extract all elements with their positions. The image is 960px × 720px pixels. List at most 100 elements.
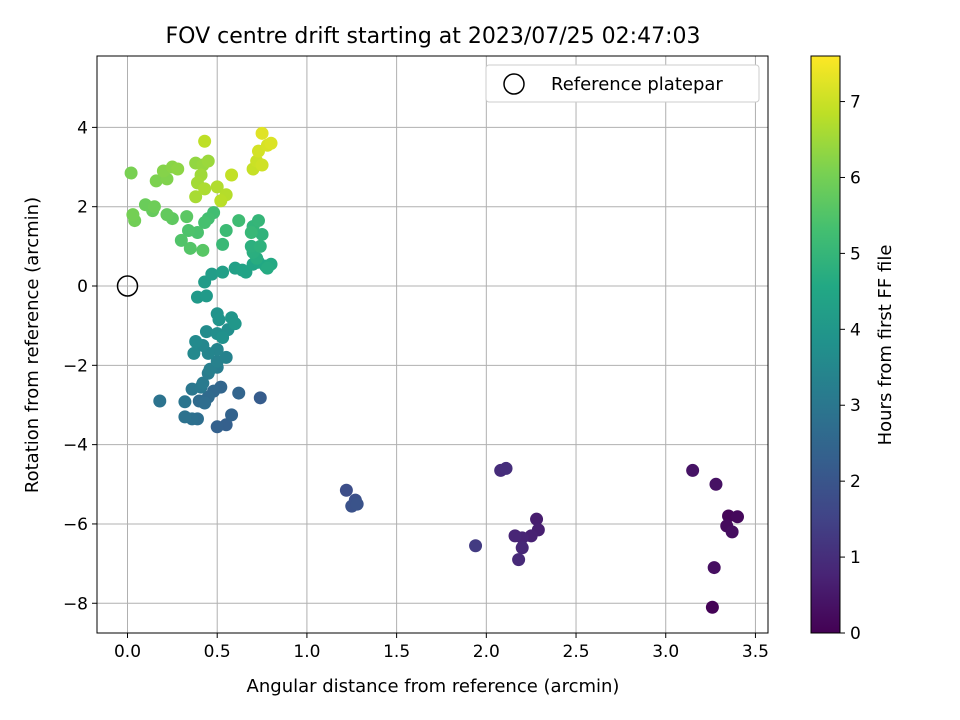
data-point <box>225 168 239 182</box>
colorbar-tick-label: 3 <box>850 396 861 416</box>
y-tick-label: 4 <box>77 118 88 138</box>
data-point <box>199 325 213 339</box>
data-point <box>705 600 719 614</box>
data-point <box>232 214 246 228</box>
data-point <box>255 126 269 140</box>
data-point <box>260 261 274 275</box>
data-point <box>725 525 739 539</box>
data-point <box>183 241 197 255</box>
data-point <box>253 391 267 405</box>
data-point <box>216 265 230 279</box>
data-point <box>126 208 140 222</box>
grid <box>97 56 768 633</box>
data-point <box>232 386 246 400</box>
data-point <box>210 180 224 194</box>
data-point <box>244 239 258 253</box>
legend-box <box>485 64 760 103</box>
x-tick-label: 1.5 <box>383 642 410 662</box>
data-point <box>174 233 188 247</box>
data-point <box>219 350 233 364</box>
data-point <box>149 174 163 188</box>
data-point <box>216 331 230 345</box>
legend: Reference platepar <box>485 64 760 103</box>
data-point <box>201 154 215 168</box>
data-point <box>530 512 544 526</box>
y-tick-label: −6 <box>63 515 88 535</box>
data-point <box>251 214 265 228</box>
x-axis-label: Angular distance from reference (arcmin) <box>247 676 620 697</box>
y-axis-ticks: −8 −6 −4 −2 0 2 4 <box>63 118 97 614</box>
data-point <box>187 346 201 360</box>
y-tick-label: 0 <box>77 277 88 297</box>
x-tick-label: 0.5 <box>204 642 231 662</box>
data-point <box>512 553 526 567</box>
data-point <box>196 243 210 257</box>
data-point <box>178 410 192 424</box>
data-point <box>212 313 226 327</box>
colorbar-tick-label: 7 <box>850 93 861 113</box>
y-axis-label: Rotation from reference (arcmin) <box>22 197 43 493</box>
x-axis-ticks: 0.0 0.5 1.0 1.5 2.0 2.5 3.0 3.5 <box>114 633 769 662</box>
data-point <box>350 497 364 511</box>
data-point <box>225 408 239 422</box>
data-point <box>198 182 212 196</box>
data-points <box>124 126 744 614</box>
chart-title: FOV centre drift starting at 2023/07/25 … <box>166 24 701 49</box>
data-point <box>255 227 269 241</box>
data-point <box>339 483 353 497</box>
legend-entry-label: Reference platepar <box>551 74 723 95</box>
reference-platepar-marker <box>116 275 139 297</box>
data-point <box>216 237 230 251</box>
colorbar-tick-label: 5 <box>850 244 861 264</box>
data-point <box>499 461 513 475</box>
x-tick-label: 1.0 <box>293 642 320 662</box>
data-point <box>196 376 210 390</box>
data-point <box>189 335 203 349</box>
data-point <box>189 190 203 204</box>
x-tick-label: 0.0 <box>114 642 141 662</box>
data-point <box>508 529 522 543</box>
data-point <box>219 223 233 237</box>
colorbar-tick-label: 0 <box>850 624 861 644</box>
x-tick-label: 3.0 <box>652 642 679 662</box>
y-tick-label: −2 <box>63 356 88 376</box>
data-point <box>180 210 194 224</box>
data-point <box>214 194 228 208</box>
data-point <box>686 463 700 477</box>
data-point <box>253 239 267 253</box>
colorbar-label: Hours from first FF file <box>875 245 896 446</box>
y-tick-label: 2 <box>77 198 88 218</box>
reference-marker-layer <box>116 275 139 297</box>
data-point <box>731 510 744 524</box>
x-tick-label: 3.5 <box>742 642 769 662</box>
data-point <box>198 134 212 148</box>
data-point <box>264 136 278 150</box>
data-point <box>707 561 721 575</box>
data-point <box>255 158 269 172</box>
x-tick-label: 2.0 <box>473 642 500 662</box>
data-point <box>205 267 219 281</box>
data-point <box>160 208 174 222</box>
data-point <box>182 223 195 237</box>
x-tick-label: 2.5 <box>563 642 590 662</box>
data-point <box>147 200 161 214</box>
data-point <box>228 317 242 331</box>
legend-marker-icon <box>503 73 525 95</box>
data-point <box>153 394 167 408</box>
colorbar-tick-label: 2 <box>850 472 861 492</box>
data-point <box>171 162 185 176</box>
plot-frame <box>96 55 769 634</box>
y-tick-label: −8 <box>63 594 88 614</box>
colorbar <box>810 55 841 634</box>
data-point <box>709 477 723 491</box>
colorbar-tick-label: 6 <box>850 168 861 188</box>
data-point <box>198 216 212 230</box>
data-point <box>515 541 529 555</box>
colorbar-tick-label: 1 <box>850 548 861 568</box>
data-point <box>210 420 224 434</box>
data-point <box>244 225 258 239</box>
data-point <box>124 166 138 180</box>
data-point <box>199 289 213 303</box>
y-tick-label: −4 <box>63 436 88 456</box>
